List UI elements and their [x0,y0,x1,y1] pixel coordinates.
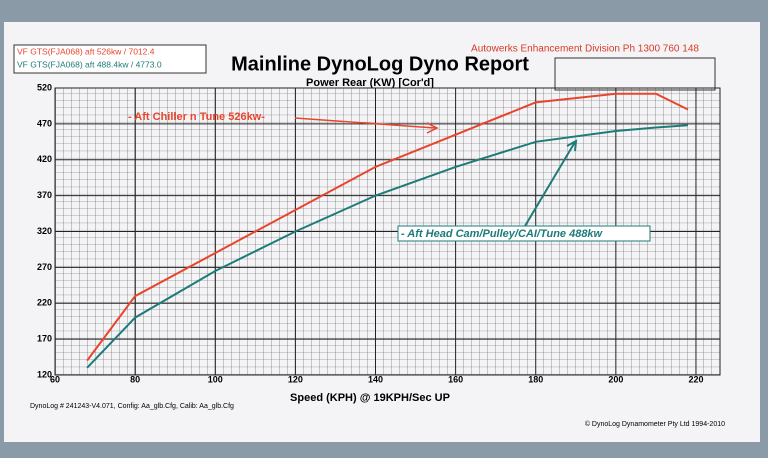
y-tick-label: 420 [37,154,52,164]
footer-right: © DynoLog Dynamometer Pty Ltd 1994-2010 [585,420,725,428]
legend-entry: VF GTS(FJA068) aft 488.4kw / 4773.0 [17,59,162,69]
x-tick-label: 60 [50,374,60,384]
y-tick-label: 470 [37,118,52,128]
x-tick-label: 200 [608,374,623,384]
x-tick-label: 220 [688,374,703,384]
x-tick-label: 140 [368,374,383,384]
annotation-arrow [294,117,439,134]
line-series [86,92,689,362]
x-tick-label: 180 [528,374,543,384]
y-tick-label: 120 [37,369,52,379]
x-tick-label: 80 [130,374,140,384]
annotation: - Aft Chiller n Tune 526kw- [128,111,265,123]
y-tick-label: 220 [37,298,52,308]
annotation: - Aft Head Cam/Pulley/CAI/Tune 488kw [401,228,604,240]
y-tick-label: 170 [37,334,52,344]
line-series [86,124,689,369]
x-tick-label: 100 [208,374,223,384]
annotation-box [397,225,651,242]
x-tick-label: 160 [448,374,463,384]
chart-title: Mainline DynoLog Dyno Report [231,53,529,75]
y-tick-label: 270 [37,262,52,272]
y-tick-label: 370 [37,190,52,200]
x-axis-label: Speed (KPH) @ 19KPH/Sec UP [290,392,450,404]
legend-entry: VF GTS(FJA068) aft 526kw / 7012.4 [17,46,155,56]
chart-subtitle: Power Rear (KW) [Cor'd] [306,77,434,89]
legend-box [13,44,207,74]
annotation-arrow [524,139,578,227]
y-tick-label: 520 [37,82,52,92]
footer-left: DynoLog # 241243-V4.071, Config: Aa_glb.… [30,403,234,410]
header: Autowerks Enhancement Division Ph 1300 7… [471,44,699,55]
x-tick-label: 120 [288,374,303,384]
y-tick-label: 320 [37,226,52,236]
